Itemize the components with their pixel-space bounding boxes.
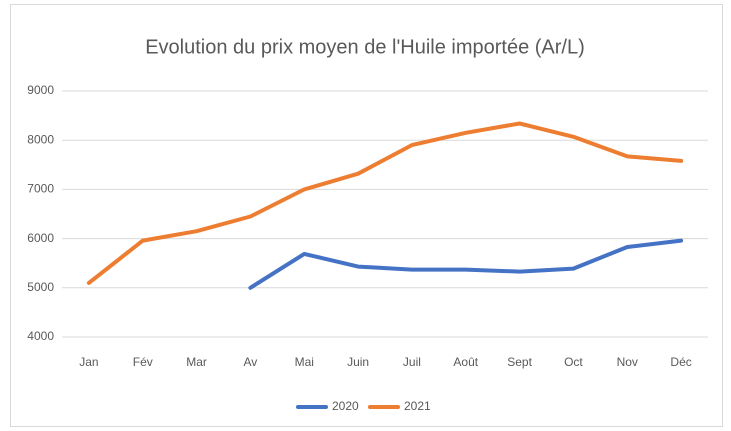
y-tick-label: 9000: [27, 83, 54, 97]
x-tick-label: Juin: [347, 355, 369, 369]
y-tick-label: 6000: [27, 231, 54, 245]
x-tick-label: Mai: [295, 355, 314, 369]
y-tick-label: 8000: [27, 132, 54, 146]
x-tick-label: Av: [244, 355, 258, 369]
line-series: [86, 121, 684, 285]
line-series: [248, 238, 684, 290]
x-tick-label: Fév: [133, 355, 153, 369]
x-tick-label: Mar: [186, 355, 207, 369]
legend-label: 2020: [332, 399, 359, 413]
chart-title: Evolution du prix moyen de l'Huile impor…: [145, 36, 585, 58]
chart-border: [10, 4, 723, 427]
x-tick-label: Déc: [670, 355, 691, 369]
y-tick-label: 5000: [27, 280, 54, 294]
x-tick-label: Jan: [79, 355, 98, 369]
legend-label: 2021: [404, 399, 431, 413]
x-tick-label: Sept: [507, 355, 532, 369]
y-tick-label: 7000: [27, 182, 54, 196]
y-tick-label: 4000: [27, 329, 54, 343]
x-tick-label: Nov: [617, 355, 638, 369]
x-tick-label: Août: [453, 355, 478, 369]
x-tick-label: Juil: [403, 355, 421, 369]
x-tick-label: Oct: [564, 355, 583, 369]
